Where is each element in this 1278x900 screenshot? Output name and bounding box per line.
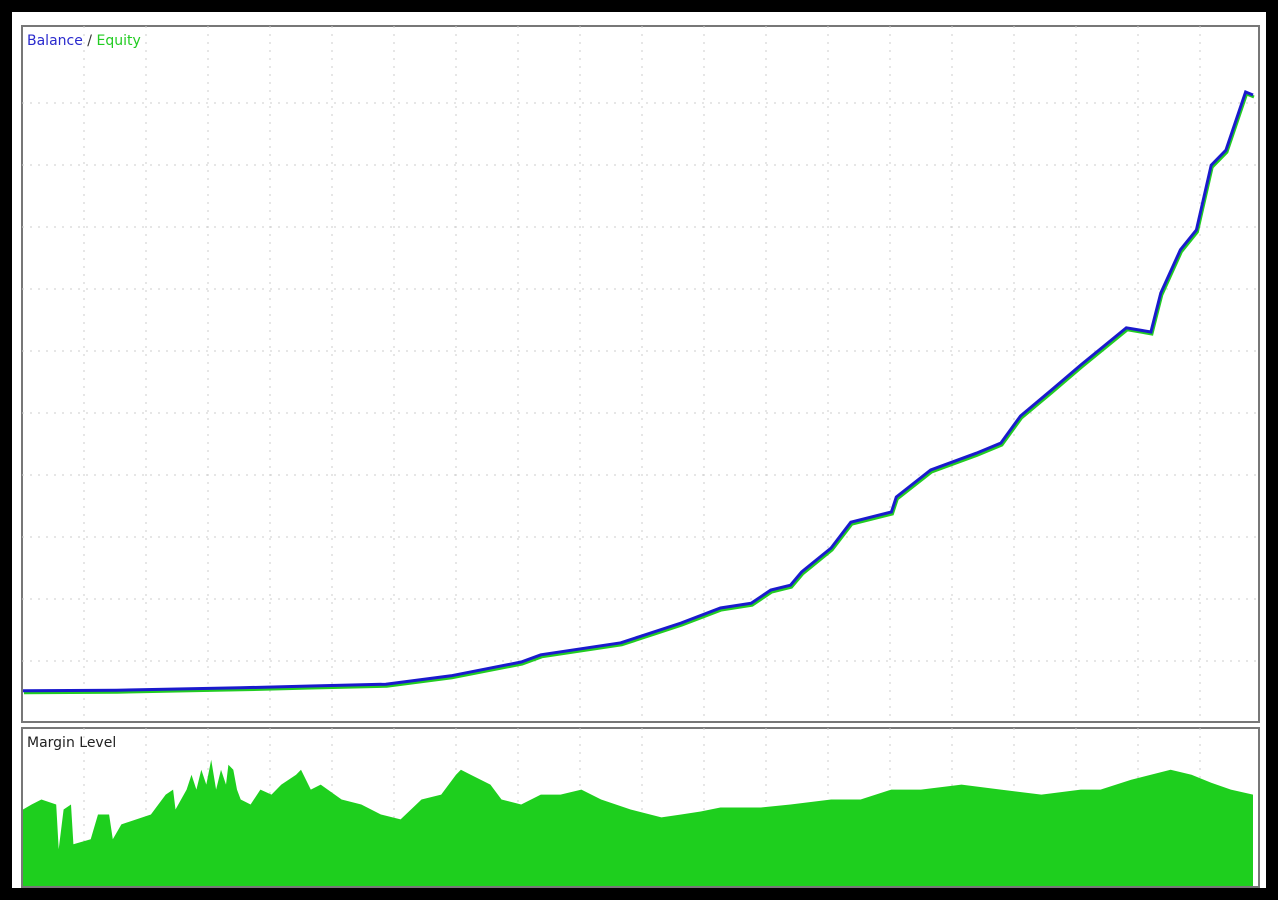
legend-balance: Balance	[27, 33, 83, 49]
chart-frame: Balance / Equity Margin Level	[12, 12, 1266, 888]
balance-equity-chart	[21, 25, 1260, 888]
main-panel	[21, 25, 1260, 723]
legend-separator: /	[82, 33, 97, 49]
legend: Balance / Equity	[27, 33, 141, 49]
margin-level-area	[23, 759, 1253, 886]
equity-line	[23, 92, 1255, 695]
margin-level-title: Margin Level	[27, 735, 117, 751]
balance-line	[22, 90, 1254, 693]
legend-equity: Equity	[96, 33, 141, 49]
